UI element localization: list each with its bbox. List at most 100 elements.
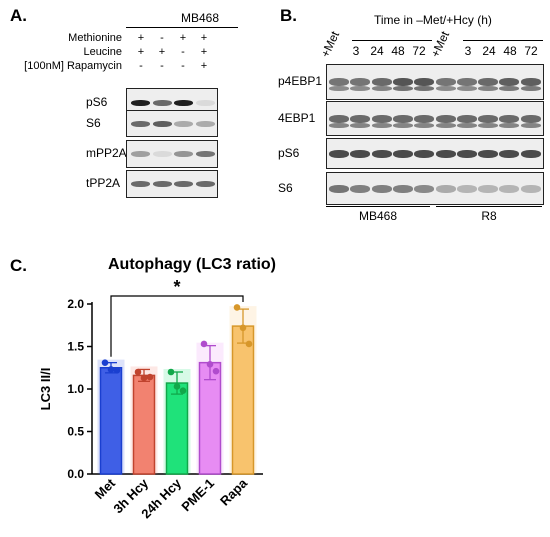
blot-band bbox=[478, 184, 499, 193]
blot-band bbox=[131, 100, 150, 106]
blot-band bbox=[152, 120, 172, 127]
data-point bbox=[233, 304, 241, 311]
blot-band bbox=[499, 184, 520, 193]
y-axis-label: LC3 II/I bbox=[38, 368, 53, 411]
treatment-label: Leucine bbox=[83, 46, 122, 58]
treatment-mark: - bbox=[181, 60, 185, 72]
blot-band bbox=[414, 184, 435, 193]
blot-band bbox=[456, 184, 477, 193]
blot-band bbox=[499, 122, 520, 128]
blot-band bbox=[456, 149, 477, 158]
blot-band bbox=[499, 86, 520, 91]
lane-label: 24 bbox=[482, 44, 496, 58]
blot-band bbox=[435, 184, 456, 193]
blot-label: tPP2A bbox=[86, 176, 121, 190]
blot-band bbox=[478, 78, 499, 86]
treatment-mark: + bbox=[179, 32, 187, 44]
cell-line-mb468: MB468 bbox=[358, 209, 398, 223]
blot-band bbox=[478, 114, 499, 123]
blot-band bbox=[456, 86, 477, 91]
blot-band bbox=[435, 114, 456, 123]
blot-band bbox=[152, 100, 172, 106]
blot-band bbox=[435, 149, 456, 158]
blot-label: 4EBP1 bbox=[278, 110, 316, 125]
x-tick-label: Met bbox=[92, 475, 119, 502]
blot-band bbox=[499, 78, 520, 86]
cell-line-rule-mb468 bbox=[326, 206, 430, 207]
blot-band bbox=[371, 86, 392, 91]
blot-band bbox=[131, 181, 150, 187]
y-tick-label: 1.5 bbox=[67, 340, 84, 354]
blot-band bbox=[435, 86, 456, 91]
blot-tpp2a bbox=[126, 170, 218, 198]
data-point bbox=[245, 340, 253, 348]
data-point bbox=[113, 367, 121, 374]
y-tick-label: 1.0 bbox=[67, 382, 84, 396]
blot-band bbox=[456, 114, 477, 123]
blot-band bbox=[392, 149, 413, 158]
blot-b-4ebp1 bbox=[326, 101, 544, 136]
blot-band bbox=[392, 114, 413, 123]
treatment-mark: + bbox=[158, 46, 166, 58]
data-point bbox=[239, 324, 247, 332]
cell-line-rule bbox=[126, 27, 238, 28]
y-tick-label: 0.0 bbox=[67, 467, 84, 481]
blot-label: S6 bbox=[86, 115, 101, 130]
blot-band bbox=[520, 184, 541, 193]
blot-label: pS6 bbox=[86, 95, 108, 109]
blot-band bbox=[520, 149, 541, 158]
blot-band bbox=[329, 114, 349, 123]
bar-rapa bbox=[231, 325, 255, 475]
data-point bbox=[101, 359, 109, 366]
treatment-mark: - bbox=[160, 60, 164, 72]
significance-bracket bbox=[110, 295, 244, 357]
treatment-mark: + bbox=[137, 32, 145, 44]
blot-band bbox=[350, 86, 371, 91]
blot-band bbox=[414, 86, 435, 91]
lane-label: 3 bbox=[352, 44, 360, 58]
blot-band bbox=[174, 100, 193, 106]
blot-band bbox=[456, 122, 477, 128]
lane-label: 48 bbox=[391, 44, 405, 58]
treatment-mark: - bbox=[181, 46, 185, 58]
blot-band bbox=[435, 78, 456, 86]
blot-band bbox=[350, 78, 371, 86]
data-point bbox=[107, 366, 115, 373]
data-point bbox=[140, 374, 148, 382]
blot-label: S6 bbox=[278, 180, 293, 195]
blot-b-p4ebp1 bbox=[326, 64, 544, 100]
blot-band bbox=[392, 78, 413, 86]
blot-band bbox=[174, 151, 193, 157]
blot-band bbox=[329, 86, 349, 91]
cell-line-label: MB468 bbox=[180, 11, 220, 25]
bar-3h-hcy bbox=[132, 374, 156, 475]
y-tick-label: 2.0 bbox=[67, 297, 84, 311]
blot-band bbox=[152, 181, 172, 187]
bar-met bbox=[99, 367, 123, 475]
blot-band bbox=[131, 120, 150, 127]
lane-label: 72 bbox=[412, 44, 426, 58]
blot-band bbox=[329, 78, 349, 86]
blot-band bbox=[131, 151, 150, 157]
blot-band bbox=[435, 122, 456, 128]
treatment-mark: + bbox=[200, 46, 208, 58]
panel-a-letter: A. bbox=[10, 6, 27, 25]
blot-band bbox=[371, 122, 392, 128]
blot-band bbox=[520, 86, 541, 91]
time-rule-2 bbox=[463, 40, 543, 41]
blot-band bbox=[520, 122, 541, 128]
panel-b-letter: B. bbox=[280, 6, 297, 25]
blot-label: mPP2A bbox=[86, 146, 127, 160]
blot-band bbox=[478, 122, 499, 128]
treatment-mark: + bbox=[200, 60, 208, 72]
lane-label: 24 bbox=[370, 44, 384, 58]
x-tick-label: PME-1 bbox=[178, 476, 217, 515]
blot-band bbox=[371, 184, 392, 193]
blot-band bbox=[371, 149, 392, 158]
blot-band bbox=[392, 86, 413, 91]
blot-band bbox=[414, 78, 435, 86]
blot-band bbox=[478, 86, 499, 91]
bar-24h-hcy bbox=[165, 382, 189, 475]
blot-band bbox=[195, 181, 215, 187]
